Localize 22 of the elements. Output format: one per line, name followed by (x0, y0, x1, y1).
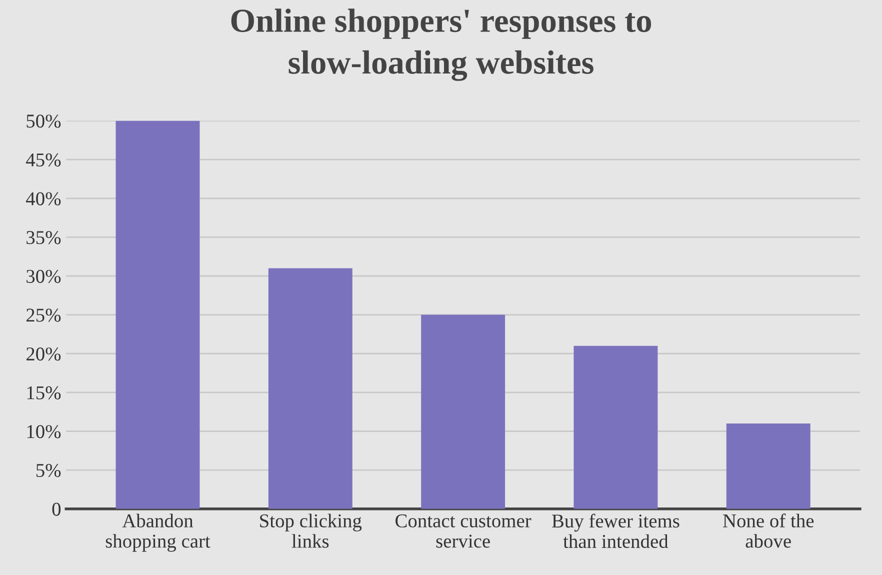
x-tick-label: Buy fewer items than intended (552, 514, 680, 548)
x-tick-label: Stop clicking links (260, 514, 362, 548)
y-tick-label: 20% (26, 347, 61, 361)
y-tick-label: 30% (26, 270, 61, 283)
y-tick-label: 0 (52, 502, 61, 516)
y-tick-label: 45% (26, 153, 61, 167)
bar (268, 268, 352, 509)
bar (726, 423, 810, 509)
x-tick-label: Contact customer service (396, 514, 532, 548)
bar (116, 120, 200, 509)
x-tick-label: Abandon shopping cart (106, 514, 210, 552)
y-tick-label: 5% (36, 464, 61, 478)
bar (421, 314, 506, 509)
y-tick-label: 10% (27, 425, 61, 438)
y-tick-label: 50% (26, 114, 61, 128)
y-tick-label: 15% (27, 386, 61, 400)
y-tick-label: 40% (26, 192, 61, 206)
x-tick-label: None of the above (723, 514, 814, 548)
chart-title: Online shoppers' responses to slow-loading websites (231, 8, 652, 81)
y-tick-label: 35% (26, 231, 61, 244)
y-tick-label: 25% (26, 308, 61, 322)
bar (574, 346, 658, 509)
